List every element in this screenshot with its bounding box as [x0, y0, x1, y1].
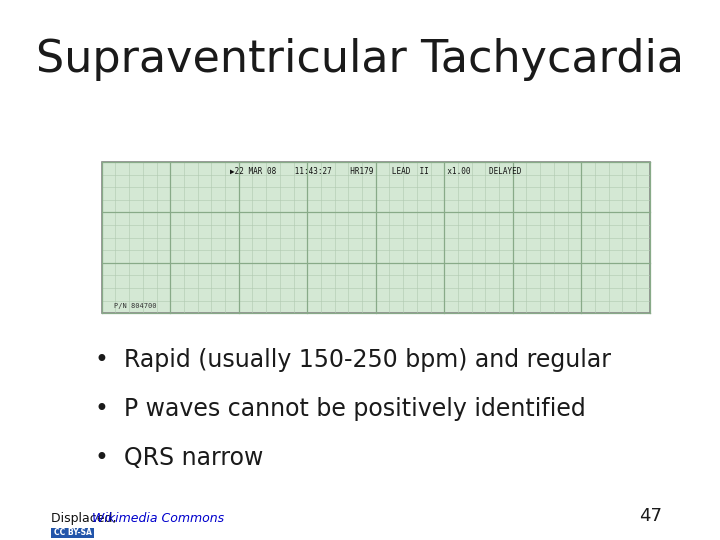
- Text: •  Rapid (usually 150-250 bpm) and regular: • Rapid (usually 150-250 bpm) and regula…: [95, 348, 611, 372]
- Text: 47: 47: [639, 507, 662, 525]
- Text: ▶22 MAR 08    11:43:27    HR179    LEAD  II    x1.00    DELAYED: ▶22 MAR 08 11:43:27 HR179 LEAD II x1.00 …: [230, 166, 521, 176]
- Text: P/N 804700: P/N 804700: [114, 303, 157, 309]
- Text: •  QRS narrow: • QRS narrow: [95, 446, 264, 469]
- FancyBboxPatch shape: [102, 162, 649, 313]
- Text: CC BY-SA: CC BY-SA: [54, 529, 91, 537]
- Text: Supraventricular Tachycardia: Supraventricular Tachycardia: [36, 38, 684, 81]
- Text: Wikimedia Commons: Wikimedia Commons: [92, 512, 225, 525]
- Text: Displaced,: Displaced,: [51, 512, 121, 525]
- FancyBboxPatch shape: [51, 528, 94, 538]
- Text: •  P waves cannot be positively identified: • P waves cannot be positively identifie…: [95, 397, 586, 421]
